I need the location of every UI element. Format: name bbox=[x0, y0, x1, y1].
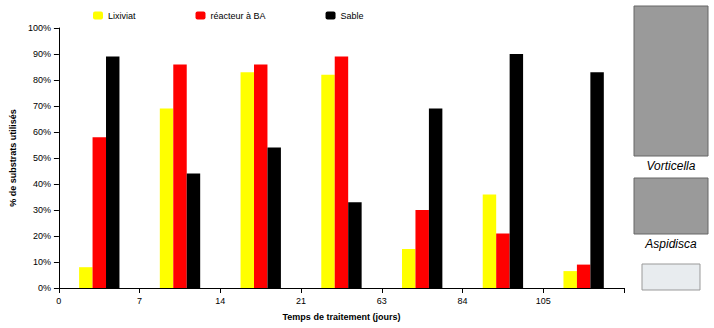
svg-text:Vorticella: Vorticella bbox=[647, 159, 696, 173]
svg-text:Temps de traitement (jours): Temps de traitement (jours) bbox=[283, 312, 401, 322]
svg-text:0: 0 bbox=[56, 296, 61, 306]
svg-text:Lixiviat: Lixiviat bbox=[108, 11, 136, 21]
svg-text:105: 105 bbox=[536, 296, 551, 306]
svg-text:Sable: Sable bbox=[341, 11, 364, 21]
svg-text:10%: 10% bbox=[33, 257, 51, 267]
svg-text:7: 7 bbox=[137, 296, 142, 306]
svg-text:20%: 20% bbox=[33, 231, 51, 241]
svg-text:70%: 70% bbox=[33, 101, 51, 111]
svg-text:90%: 90% bbox=[33, 49, 51, 59]
svg-text:40%: 40% bbox=[33, 179, 51, 189]
svg-text:50%: 50% bbox=[33, 153, 51, 163]
svg-text:63: 63 bbox=[377, 296, 387, 306]
svg-text:% de substrats utilisés: % de substrats utilisés bbox=[8, 109, 18, 207]
svg-text:réacteur à BA: réacteur à BA bbox=[211, 11, 266, 21]
svg-text:84: 84 bbox=[457, 296, 467, 306]
svg-text:80%: 80% bbox=[33, 75, 51, 85]
svg-text:60%: 60% bbox=[33, 127, 51, 137]
svg-text:100%: 100% bbox=[28, 23, 51, 33]
svg-text:14: 14 bbox=[215, 296, 225, 306]
svg-text:0%: 0% bbox=[38, 283, 51, 293]
svg-text:Aspidisca: Aspidisca bbox=[644, 237, 697, 251]
svg-text:30%: 30% bbox=[33, 205, 51, 215]
svg-text:21: 21 bbox=[296, 296, 306, 306]
